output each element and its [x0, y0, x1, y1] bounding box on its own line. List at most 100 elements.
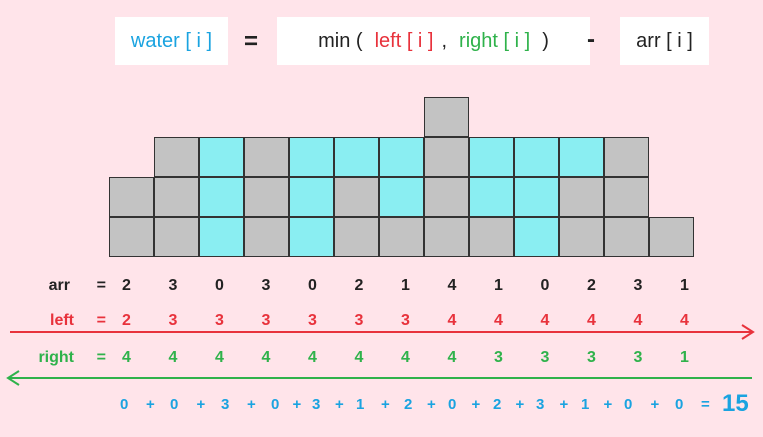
sum-plus: +	[292, 396, 302, 413]
left-value: 4	[447, 312, 457, 329]
right-value: 4	[447, 349, 457, 366]
left-value: 4	[587, 312, 596, 329]
water-cell	[199, 177, 244, 217]
water-cell	[334, 137, 379, 177]
sum-plus: +	[559, 396, 569, 413]
sum-term: 0	[170, 396, 179, 413]
right-value: 4	[401, 349, 410, 366]
right-value: 4	[215, 349, 224, 366]
bar-cell	[154, 217, 199, 257]
formula-min-open: min (	[318, 29, 363, 52]
sum-term: 3	[221, 396, 230, 413]
arr-value: 2	[587, 277, 596, 294]
arr-value: 0	[215, 277, 224, 294]
right-value: 3	[633, 349, 643, 366]
sum-plus: +	[603, 396, 613, 413]
sum-total: 15	[722, 390, 749, 417]
sum-term: 0	[271, 396, 280, 413]
sum-plus: +	[247, 396, 256, 413]
left-value: 3	[401, 312, 410, 329]
sum-term: 0	[120, 396, 129, 413]
sum-plus: +	[146, 396, 155, 413]
right-label: right	[38, 349, 74, 366]
bar-cell	[469, 217, 514, 257]
sum-plus: +	[427, 396, 436, 413]
bar-cell	[604, 217, 649, 257]
formula-arr-term: arr [ i ]	[636, 29, 693, 52]
bar-cell	[334, 217, 379, 257]
water-cell	[199, 137, 244, 177]
right-value: 1	[680, 349, 689, 366]
right-value: 3	[494, 349, 503, 366]
bar-cell	[154, 137, 199, 177]
water-cell	[469, 137, 514, 177]
bar-cell	[154, 177, 199, 217]
left-value: 3	[168, 312, 178, 329]
left-value: 4	[680, 312, 689, 329]
sum-equals: =	[701, 396, 710, 413]
water-cell	[199, 217, 244, 257]
right-value: 4	[308, 349, 317, 366]
left-label: left	[50, 312, 74, 329]
bar-cell	[604, 177, 649, 217]
arr-value: 1	[680, 277, 689, 294]
formula-comma: ,	[441, 29, 448, 52]
arr-value: 1	[401, 277, 410, 294]
left-value: 3	[261, 312, 271, 329]
formula-arr-box: arr [ i ]	[620, 17, 709, 65]
water-cell	[289, 217, 334, 257]
formula-water-box: water [ i ]	[115, 17, 228, 65]
sum-term: 1	[356, 396, 365, 413]
formula-water-term: water [ i ]	[130, 29, 213, 52]
water-cell	[289, 137, 334, 177]
bar-cell	[334, 177, 379, 217]
arr-value: 0	[540, 277, 550, 294]
left-value: 2	[122, 312, 131, 329]
sum-term: 0	[675, 396, 684, 413]
bar-cell	[424, 217, 469, 257]
water-cell	[379, 137, 424, 177]
right-value: 4	[168, 349, 178, 366]
left-scan-arrow	[10, 324, 755, 340]
right-scan-arrow	[6, 370, 752, 386]
bar-cell	[604, 137, 649, 177]
formula-right-term: right [ i ]	[459, 29, 531, 52]
bar-cell	[424, 97, 469, 137]
left-value: 4	[494, 312, 503, 329]
left-value: 4	[540, 312, 550, 329]
sum-term: 1	[581, 396, 590, 413]
bar-cell	[424, 177, 469, 217]
water-cell	[514, 137, 559, 177]
sum-term: 3	[536, 396, 545, 413]
formula-left-term: left [ i ]	[374, 29, 434, 52]
arr-value: 3	[261, 277, 271, 294]
left-value: 3	[308, 312, 317, 329]
sum-plus: +	[471, 396, 481, 413]
arr-value: 4	[447, 277, 457, 294]
right-value: 4	[261, 349, 271, 366]
bar-cell	[379, 217, 424, 257]
sum-term: 2	[404, 396, 413, 413]
water-cell	[514, 217, 559, 257]
arr-value: 3	[168, 277, 178, 294]
formula-equals: =	[244, 28, 259, 55]
formula-minus: -	[587, 26, 595, 53]
sum-term: 0	[624, 396, 633, 413]
right-value: 3	[587, 349, 596, 366]
arr-value: 2	[354, 277, 364, 294]
sum-plus: +	[196, 396, 206, 413]
bar-cell	[109, 217, 154, 257]
water-cell	[559, 137, 604, 177]
arr-value: 2	[122, 277, 131, 294]
right-value: 4	[122, 349, 131, 366]
left-value: 4	[633, 312, 643, 329]
bar-cell	[559, 177, 604, 217]
formula-close: )	[542, 29, 549, 52]
arr-label: arr	[48, 277, 70, 294]
bar-cell	[244, 177, 289, 217]
right-value: 3	[540, 349, 550, 366]
sum-term: 3	[312, 396, 321, 413]
sum-term: 0	[448, 396, 457, 413]
left-value: 3	[215, 312, 224, 329]
bar-cell	[424, 137, 469, 177]
